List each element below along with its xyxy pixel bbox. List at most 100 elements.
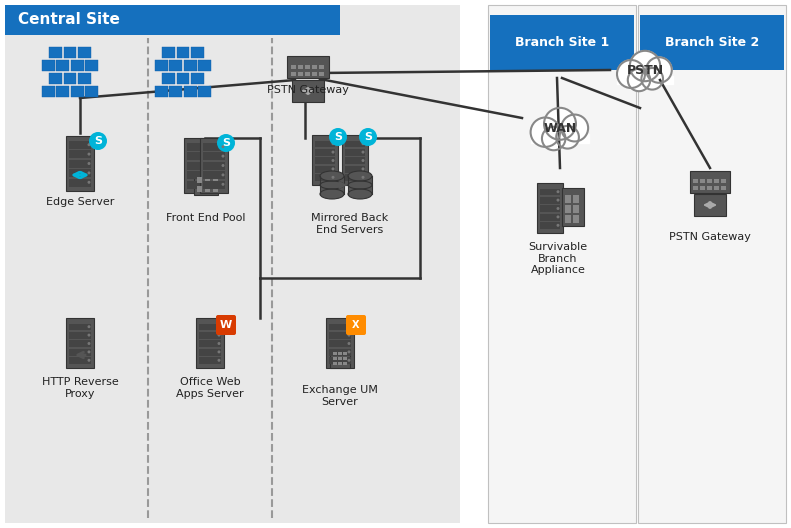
Text: Office Web
Apps Server: Office Web Apps Server — [176, 377, 244, 399]
Circle shape — [347, 342, 350, 345]
Circle shape — [88, 143, 90, 146]
Bar — [329, 357, 351, 364]
Bar — [169, 86, 182, 97]
Bar — [693, 186, 698, 190]
Circle shape — [331, 159, 335, 162]
Circle shape — [206, 183, 209, 186]
Text: Front End Pool: Front End Pool — [166, 213, 246, 223]
Bar — [617, 76, 673, 84]
Bar — [203, 143, 225, 151]
Bar — [343, 352, 347, 355]
Bar — [69, 348, 91, 355]
Bar — [315, 166, 335, 173]
Bar — [329, 324, 351, 331]
Bar — [348, 176, 372, 194]
Bar — [197, 177, 202, 183]
Circle shape — [206, 155, 209, 157]
Bar — [343, 362, 347, 365]
Bar — [196, 318, 224, 368]
Circle shape — [531, 118, 560, 147]
Text: Edge Server: Edge Server — [46, 197, 114, 207]
Bar — [69, 357, 91, 364]
Bar — [333, 356, 337, 360]
Circle shape — [646, 57, 672, 83]
Bar — [565, 205, 571, 213]
Circle shape — [544, 108, 576, 140]
Bar — [5, 5, 340, 35]
Bar — [184, 60, 197, 71]
Bar — [203, 181, 225, 188]
Bar — [71, 86, 84, 97]
Circle shape — [221, 183, 225, 186]
Bar — [184, 137, 212, 193]
Bar — [326, 318, 354, 368]
FancyBboxPatch shape — [216, 315, 236, 335]
Bar — [315, 157, 335, 164]
Circle shape — [221, 173, 225, 176]
Bar — [540, 205, 560, 212]
Circle shape — [88, 334, 90, 337]
Text: Exchange UM
Server: Exchange UM Server — [302, 385, 378, 407]
Bar — [69, 341, 91, 347]
Bar — [562, 188, 584, 226]
Circle shape — [361, 176, 365, 179]
Bar — [690, 171, 730, 193]
Bar — [292, 80, 324, 102]
Bar — [213, 177, 218, 183]
Bar — [693, 179, 698, 183]
Circle shape — [221, 145, 225, 148]
Circle shape — [642, 68, 663, 90]
Bar — [199, 357, 221, 364]
Circle shape — [217, 134, 235, 152]
Circle shape — [218, 334, 221, 337]
Bar — [342, 135, 368, 185]
Bar — [155, 86, 168, 97]
Bar — [194, 173, 218, 195]
Bar — [573, 205, 579, 213]
Bar — [66, 318, 94, 368]
Bar — [205, 177, 210, 183]
Bar — [305, 65, 310, 69]
Bar — [315, 140, 335, 147]
Text: PSTN: PSTN — [626, 63, 664, 77]
Bar — [191, 73, 204, 84]
Bar — [540, 188, 560, 195]
Bar — [345, 149, 365, 156]
Bar — [488, 5, 636, 523]
Bar — [305, 72, 310, 76]
Circle shape — [347, 351, 350, 353]
Text: HTTP Reverse
Proxy: HTTP Reverse Proxy — [42, 377, 119, 399]
Circle shape — [557, 224, 559, 227]
Bar — [573, 215, 579, 223]
Bar — [714, 186, 719, 190]
Bar — [56, 86, 69, 97]
Bar — [319, 65, 324, 69]
Circle shape — [359, 128, 377, 146]
Bar — [315, 149, 335, 156]
Circle shape — [221, 155, 225, 157]
Bar — [63, 47, 77, 58]
Circle shape — [347, 334, 350, 337]
Bar — [345, 174, 365, 181]
Bar — [199, 86, 211, 97]
Ellipse shape — [348, 171, 372, 181]
Bar — [287, 56, 329, 78]
Bar — [69, 169, 91, 177]
Bar — [291, 72, 296, 76]
Bar — [345, 140, 365, 147]
Bar — [169, 60, 182, 71]
Bar — [490, 15, 634, 70]
Circle shape — [361, 159, 365, 162]
Circle shape — [89, 132, 107, 150]
Circle shape — [562, 115, 589, 142]
Circle shape — [88, 351, 90, 353]
Bar — [565, 215, 571, 223]
Bar — [187, 181, 209, 188]
Bar — [320, 176, 344, 194]
Text: WAN: WAN — [543, 121, 577, 135]
Circle shape — [331, 150, 335, 154]
Circle shape — [557, 199, 559, 202]
Circle shape — [331, 167, 335, 171]
Text: X: X — [352, 320, 360, 330]
Bar — [85, 60, 98, 71]
